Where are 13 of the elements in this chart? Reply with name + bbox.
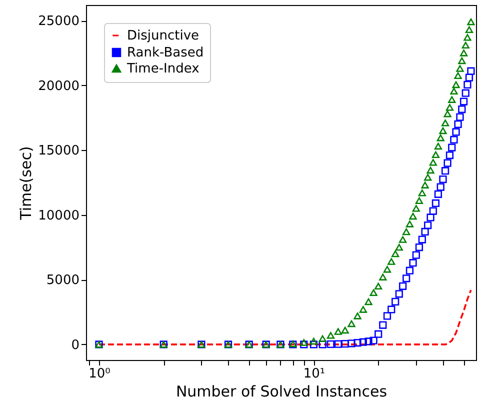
y-tick-label: 20000 (38, 78, 80, 94)
x-tick-label: 10⁰ (88, 366, 110, 382)
y-axis-title: Time(sec) (17, 146, 36, 221)
legend-label: Time-Index (126, 62, 200, 76)
y-tick-label: 10000 (38, 208, 80, 224)
x-axis-title: Number of Solved Instances (176, 382, 388, 400)
legend-label: Disjunctive (127, 28, 200, 44)
legend-label: Rank-Based (127, 46, 204, 60)
y-tick-label: 5000 (46, 273, 80, 288)
y-tick-label: 25000 (38, 14, 80, 30)
y-tick-label: 15000 (38, 144, 80, 159)
y-tick-label: 0 (71, 338, 80, 353)
x-tick-label: 10¹ (303, 366, 326, 382)
